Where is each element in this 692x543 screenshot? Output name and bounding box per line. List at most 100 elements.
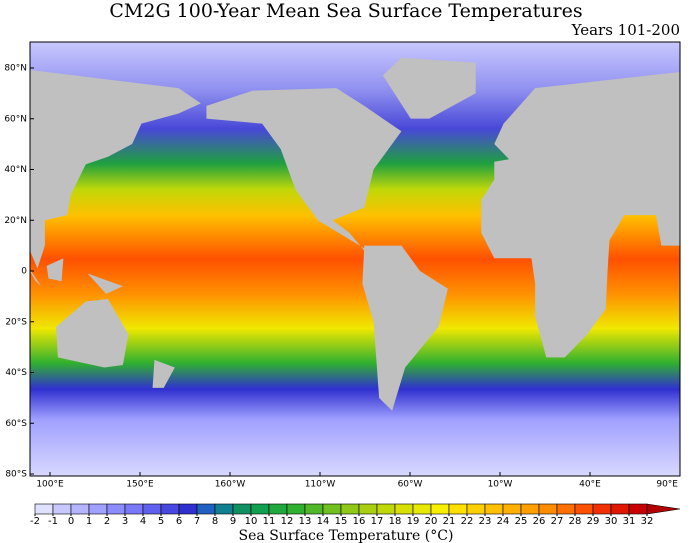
colorbar-box	[358, 503, 378, 515]
latitude-label: 20°S	[5, 317, 27, 327]
colorbar-tick-label: 20	[425, 516, 438, 527]
colorbar-tick-label: 5	[158, 516, 164, 527]
colorbar-box	[250, 503, 270, 515]
colorbar-box	[52, 503, 72, 515]
colorbar-tick-label: 4	[140, 516, 146, 527]
colorbar-box	[304, 503, 324, 515]
colorbar-box	[628, 503, 648, 515]
colorbar-tick-label: 28	[569, 516, 582, 527]
longitude-label: 150°E	[126, 480, 154, 490]
colorbar-box	[34, 503, 54, 515]
colorbar-tick-label: 30	[605, 516, 618, 527]
latitude-label: 20°N	[4, 216, 27, 226]
colorbar-box	[412, 503, 432, 515]
landmass	[206, 88, 402, 251]
colorbar-box	[178, 503, 198, 515]
landmass	[30, 269, 42, 287]
colorbar-box	[484, 503, 504, 515]
map	[30, 42, 680, 476]
colorbar-tick-label: 19	[407, 516, 420, 527]
subtitle: Years 101-200	[571, 21, 680, 39]
colorbar-tick-label: 29	[587, 516, 600, 527]
colorbar-box	[196, 503, 216, 515]
colorbar-box	[592, 503, 612, 515]
longitude-label: 160°W	[215, 480, 246, 490]
colorbar-box	[376, 503, 396, 515]
colorbar-tick-label: 3	[122, 516, 128, 527]
colorbar-tick-label: 17	[371, 516, 384, 527]
landmass	[30, 70, 201, 269]
colorbar-tick-label: 2	[104, 516, 110, 527]
landmass	[362, 245, 448, 411]
colorbar-box	[574, 503, 594, 515]
colorbar-tick-label: 12	[281, 516, 294, 527]
colorbar-tick-label: 32	[641, 516, 654, 527]
colorbar-tick-label: 9	[230, 516, 236, 527]
longitude-label: 40°E	[579, 480, 601, 490]
colorbar-tick-label: 6	[176, 516, 182, 527]
land	[30, 57, 680, 411]
colorbar-box	[502, 503, 522, 515]
colorbar-tick-label: 26	[533, 516, 546, 527]
longitude-label: 10°W	[488, 480, 513, 490]
colorbar-box	[268, 503, 288, 515]
landmass	[382, 57, 476, 119]
latitude-label: 0	[21, 267, 27, 277]
colorbar-box	[124, 503, 144, 515]
colorbar-box	[520, 503, 540, 515]
landmass	[56, 298, 129, 368]
colorbar-box	[556, 503, 576, 515]
landmass	[152, 359, 175, 388]
colorbar-box	[70, 503, 90, 515]
latitude-label: 60°S	[5, 419, 27, 429]
colorbar-box	[394, 503, 414, 515]
map-frame	[29, 41, 681, 477]
latitude-label: 40°S	[5, 368, 27, 378]
colorbar-tick-label: 21	[443, 516, 456, 527]
colorbar-tick-label: 15	[335, 516, 348, 527]
longitude-label: 100°E	[36, 480, 64, 490]
colorbar-box	[448, 503, 468, 515]
latitude-label: 60°N	[4, 114, 27, 124]
colorbar-tick-label: 8	[212, 516, 218, 527]
colorbar-box	[322, 503, 342, 515]
colorbar: -2 -1 0 1 2 3 4 5 6 7 8 9 10 11 12 13 14 15 16 17 18 19 20 21 22…	[30, 503, 681, 527]
colorbar-box	[286, 503, 306, 515]
colorbar-box	[340, 503, 360, 515]
longitude-label: 90°E	[656, 480, 678, 490]
colorbar-tick-label: 7	[194, 516, 200, 527]
colorbar-tick-label: 16	[353, 516, 366, 527]
colorbar-tick-label: 24	[497, 516, 510, 527]
landmass	[46, 258, 64, 282]
colorbar-box	[430, 503, 450, 515]
colorbar-tick-label: 25	[515, 516, 528, 527]
colorbar-box	[88, 503, 108, 515]
colorbar-box	[142, 503, 162, 515]
colorbar-tick-label: 31	[623, 516, 636, 527]
colorbar-tick-label: -2	[30, 516, 40, 527]
landmass	[481, 71, 680, 358]
colorbar-arrow	[646, 503, 681, 515]
colorbar-box	[232, 503, 252, 515]
landmass	[87, 273, 123, 294]
colorbar-tick-label: 27	[551, 516, 564, 527]
colorbar-tick-label: 22	[461, 516, 474, 527]
colorbar-tick-label: 10	[245, 516, 258, 527]
colorbar-box	[538, 503, 558, 515]
latitude-label: 40°N	[4, 165, 27, 175]
colorbar-tick-label: 0	[68, 516, 74, 527]
colorbar-tick-label: 1	[86, 516, 92, 527]
colorbar-tick-label: 13	[299, 516, 312, 527]
colorbar-tick-label: 18	[389, 516, 402, 527]
colorbar-title: Sea Surface Temperature (°C)	[239, 528, 454, 543]
title: CM2G 100-Year Mean Sea Surface Temperatu…	[109, 0, 582, 22]
colorbar-tick-label: 23	[479, 516, 492, 527]
longitude-label: 60°W	[398, 480, 423, 490]
colorbar-box	[214, 503, 234, 515]
colorbar-box	[160, 503, 180, 515]
colorbar-box	[466, 503, 486, 515]
colorbar-box	[106, 503, 126, 515]
latitude-label: 80°S	[5, 470, 27, 480]
colorbar-box	[610, 503, 630, 515]
